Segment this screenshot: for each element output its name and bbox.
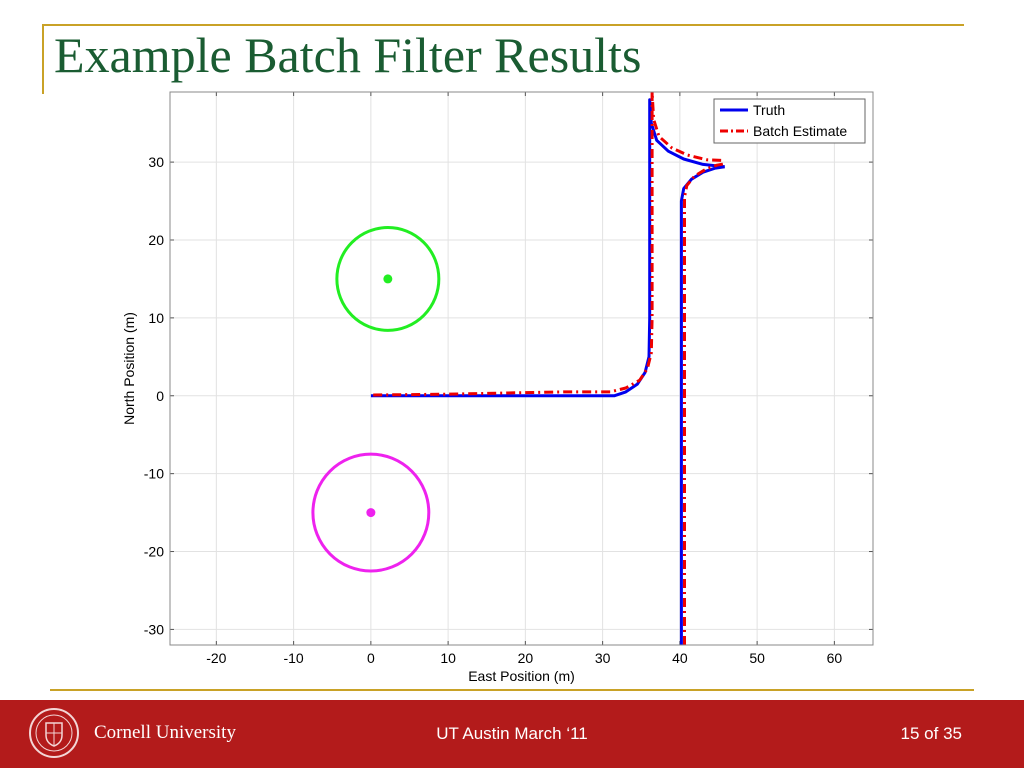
markers <box>311 226 441 573</box>
center-dot <box>383 274 393 284</box>
y-tick-label: 10 <box>148 310 164 326</box>
series-lines <box>370 90 725 645</box>
boundary-circle <box>311 452 431 573</box>
x-tick-label: 10 <box>440 650 456 666</box>
x-axis-label: East Position (m) <box>468 668 575 684</box>
x-tick-label: 60 <box>827 650 843 666</box>
y-tick-label: 0 <box>156 388 164 404</box>
y-tick-label: 20 <box>148 232 164 248</box>
center-dot <box>366 508 376 518</box>
x-tick-label: -20 <box>206 650 226 666</box>
legend-label-estimate: Batch Estimate <box>753 123 847 139</box>
y-tick-label: -20 <box>144 544 164 560</box>
estimate-path <box>683 162 725 645</box>
x-tick-labels: -20 -10 0 10 20 30 40 50 60 <box>206 650 842 666</box>
grid <box>170 92 873 645</box>
footer-bar: Cornell University UT Austin March ‘11 1… <box>0 700 1024 768</box>
y-tick-label: 30 <box>148 154 164 170</box>
boundary-circle <box>335 226 441 332</box>
university-name: Cornell University <box>94 722 236 743</box>
footer-rule <box>50 689 974 691</box>
title-frame-left <box>42 24 44 94</box>
legend: Truth Batch Estimate <box>713 98 866 144</box>
cornell-seal-icon <box>29 708 79 758</box>
x-tick-label: 0 <box>367 650 375 666</box>
trajectory-chart: -20 -10 0 10 20 30 40 50 60 -30 -20 -10 0 10 20 30 Eas… <box>121 90 874 684</box>
legend-label-truth: Truth <box>753 102 785 118</box>
x-tick-label: 50 <box>749 650 765 666</box>
x-tick-label: 40 <box>672 650 688 666</box>
plot-area <box>170 92 873 645</box>
plot-border <box>169 91 874 646</box>
footer-event: UT Austin March ‘11 <box>436 724 588 743</box>
legend-box <box>713 98 866 144</box>
slide-title: Example Batch Filter Results <box>54 27 642 83</box>
truth-path <box>370 98 725 398</box>
y-tick-label: -30 <box>144 621 164 637</box>
truth-path <box>679 165 725 645</box>
x-tick-label: 20 <box>518 650 534 666</box>
estimate-path <box>373 90 725 397</box>
page-number: 15 of 35 <box>900 724 962 743</box>
y-tick-label: -10 <box>144 466 164 482</box>
y-axis-label: North Position (m) <box>121 312 137 425</box>
tick-marks <box>170 92 873 645</box>
title-frame-top <box>42 24 964 26</box>
y-tick-labels: -30 -20 -10 0 10 20 30 <box>144 154 164 637</box>
x-tick-label: -10 <box>283 650 303 666</box>
x-tick-label: 30 <box>595 650 611 666</box>
